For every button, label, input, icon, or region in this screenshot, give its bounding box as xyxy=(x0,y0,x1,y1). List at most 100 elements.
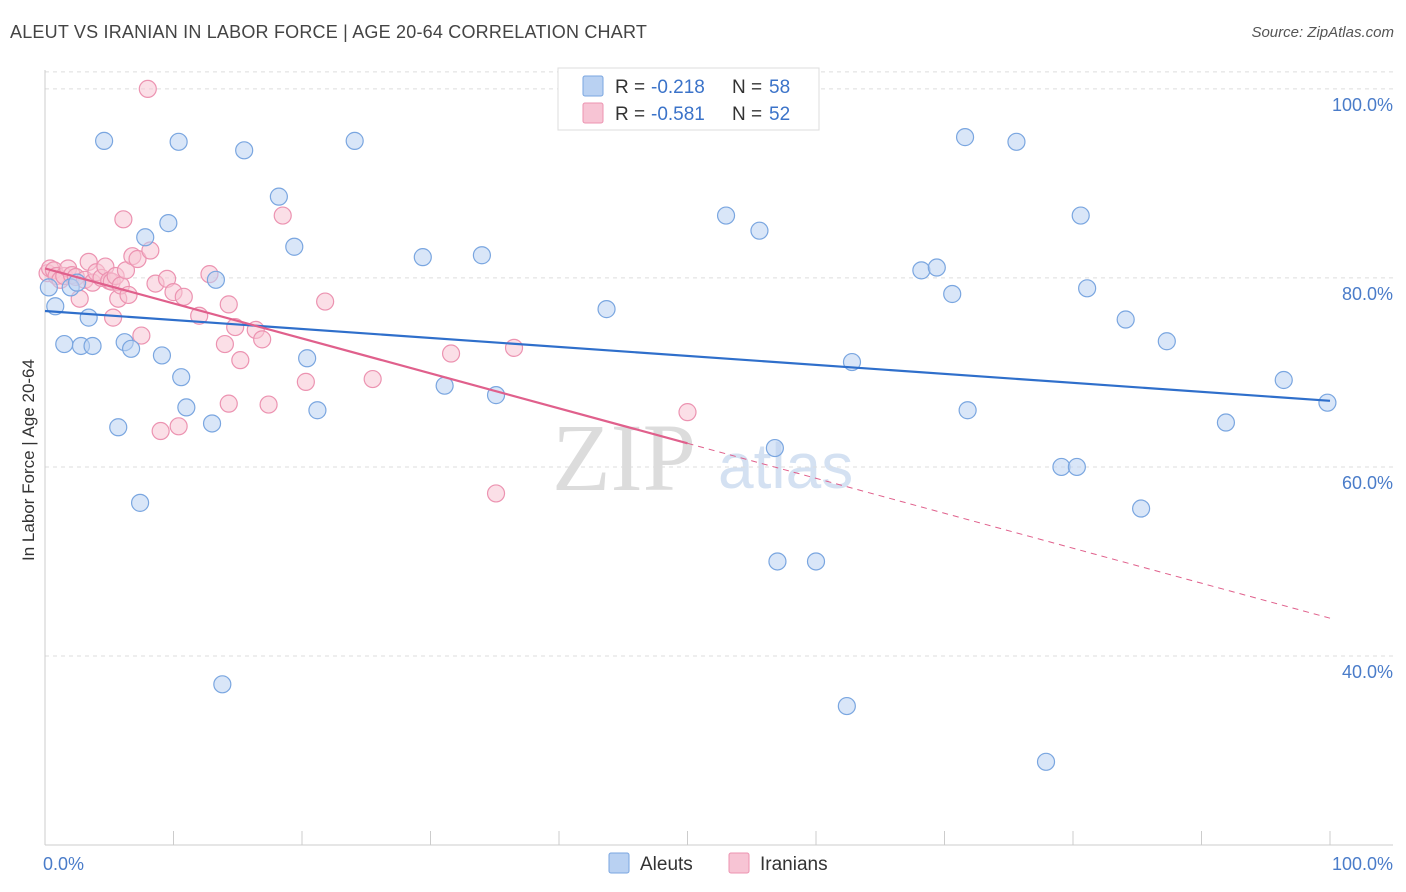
aleuts-point xyxy=(109,418,128,437)
aleuts-point xyxy=(1036,752,1056,771)
aleuts-point xyxy=(39,278,58,297)
aleuts-point xyxy=(202,414,222,433)
aleuts-point xyxy=(95,131,114,150)
y-tick-label: 100.0% xyxy=(1332,95,1393,115)
aleuts-point xyxy=(83,336,102,356)
aleuts-points xyxy=(39,128,1337,771)
y-tick-labels: 40.0% 60.0% 80.0% 100.0% xyxy=(1332,95,1393,682)
aleuts-point xyxy=(1067,457,1086,477)
legend-swatch-aleuts xyxy=(582,75,604,97)
aleuts-point xyxy=(1318,393,1337,412)
aleuts-point xyxy=(79,308,98,327)
aleuts-point xyxy=(152,346,172,365)
iranians-point xyxy=(151,421,170,441)
chart-title: ALEUT VS IRANIAN IN LABOR FORCE | AGE 20… xyxy=(10,22,648,42)
legend-r-value-aleuts: -0.218 xyxy=(651,77,705,98)
aleuts-point xyxy=(159,214,178,233)
bottom-legend-swatch-iranians xyxy=(728,852,750,874)
axes xyxy=(44,70,1393,846)
x-tick-label-end: 100.0% xyxy=(1332,854,1393,874)
aleuts-point xyxy=(1007,132,1026,151)
aleuts-point xyxy=(1216,413,1236,432)
iranians-point xyxy=(174,287,193,306)
iranians-point xyxy=(128,249,147,269)
iranians-trend-line xyxy=(44,267,688,445)
legend-n-value-aleuts: 58 xyxy=(769,77,790,98)
legend-r-label-aleuts: R = xyxy=(615,77,645,98)
bottom-legend-swatch-aleuts xyxy=(608,852,630,874)
aleuts-point xyxy=(768,552,787,571)
aleuts-point xyxy=(472,246,491,265)
aleuts-point xyxy=(136,228,155,247)
iranians-point xyxy=(678,403,697,422)
aleuts-point xyxy=(55,334,74,354)
iranians-point xyxy=(219,295,238,314)
y-axis-title: In Labor Force | Age 20-64 xyxy=(19,359,38,561)
aleuts-point xyxy=(206,270,226,289)
iranians-point xyxy=(296,372,315,391)
y-tick-label: 40.0% xyxy=(1342,662,1393,682)
iranians-point xyxy=(363,369,382,389)
aleuts-point xyxy=(765,438,784,458)
iranians-point xyxy=(486,484,506,503)
aleuts-point xyxy=(169,132,188,151)
aleuts-point xyxy=(1052,457,1071,477)
aleuts-point xyxy=(213,675,232,694)
iranians-point xyxy=(215,334,234,354)
aleuts-point xyxy=(1116,310,1135,329)
aleuts-point xyxy=(958,401,977,420)
aleuts-point xyxy=(1157,332,1176,351)
iranians-point xyxy=(114,210,133,229)
iranians-trend-line-extrapolated xyxy=(687,442,1331,619)
trend-lines xyxy=(44,267,1331,619)
correlation-legend: R = -0.218 N = 58 R = -0.581 N = 52 xyxy=(557,67,820,131)
y-tick-label: 60.0% xyxy=(1342,473,1393,493)
legend-n-label-aleuts: N = xyxy=(732,77,762,98)
x-tick-labels: 0.0% 100.0% xyxy=(43,854,1393,874)
iranians-point xyxy=(316,292,335,311)
aleuts-point xyxy=(298,349,317,368)
iranians-point xyxy=(219,394,238,413)
aleuts-point xyxy=(1078,279,1097,298)
aleuts-point xyxy=(269,187,288,206)
iranians-point xyxy=(231,351,250,370)
aleuts-point xyxy=(413,248,432,267)
aleuts-point xyxy=(172,368,191,387)
bottom-legend-label-aleuts: Aleuts xyxy=(640,854,693,875)
iranians-point xyxy=(169,417,188,436)
y-tick-label: 80.0% xyxy=(1342,284,1393,304)
iranians-point xyxy=(259,395,278,414)
aleuts-point xyxy=(1071,206,1090,225)
aleuts-point xyxy=(1132,499,1151,518)
iranians-point xyxy=(253,330,272,349)
x-tick-label-start: 0.0% xyxy=(43,854,84,874)
iranians-point xyxy=(226,317,245,337)
legend-r-value-iranians: -0.581 xyxy=(651,104,705,125)
legend-n-label-iranians: N = xyxy=(732,104,762,125)
aleuts-point xyxy=(1274,370,1293,390)
aleuts-point xyxy=(943,284,962,304)
aleuts-point xyxy=(130,493,150,512)
aleuts-point xyxy=(177,398,196,417)
aleuts-point xyxy=(955,128,975,147)
watermark-atlas: atlas xyxy=(718,430,853,502)
iranians-point xyxy=(441,344,461,363)
iranians-point xyxy=(138,79,157,99)
aleuts-point xyxy=(308,401,327,420)
iranians-point xyxy=(104,308,123,327)
iranians-point xyxy=(273,206,292,225)
watermark-zip: ZIP xyxy=(552,404,696,511)
aleuts-point xyxy=(716,206,736,225)
legend-n-value-iranians: 52 xyxy=(769,104,790,125)
aleuts-point xyxy=(750,221,769,240)
aleuts-point xyxy=(597,300,616,319)
aleuts-point xyxy=(285,237,304,256)
series-legend: Aleuts Iranians xyxy=(608,852,828,875)
aleuts-point xyxy=(345,131,364,150)
legend-r-label-iranians: R = xyxy=(615,104,645,125)
aleuts-point xyxy=(235,141,254,160)
aleuts-point xyxy=(912,261,931,280)
aleuts-point xyxy=(121,339,141,358)
iranians-point xyxy=(504,338,524,357)
